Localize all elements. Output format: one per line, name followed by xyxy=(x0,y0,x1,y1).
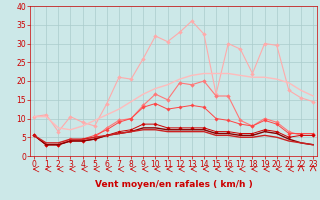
X-axis label: Vent moyen/en rafales ( km/h ): Vent moyen/en rafales ( km/h ) xyxy=(95,180,252,189)
